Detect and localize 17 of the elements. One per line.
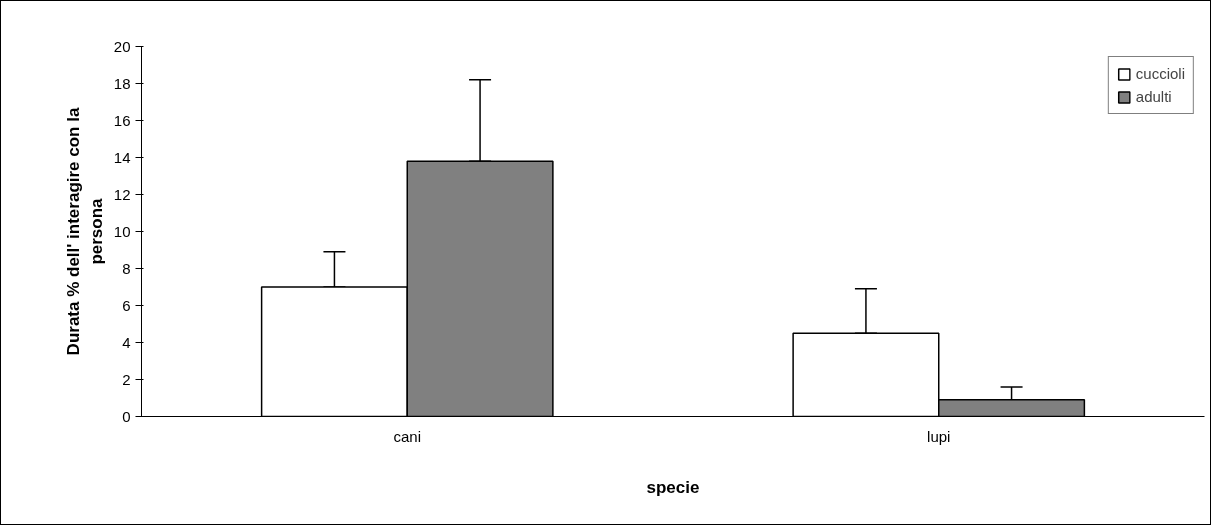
legend-label: adulti [1135,88,1172,105]
y-tick-label: 6 [122,296,131,314]
y-tick-label: 0 [122,407,131,425]
x-tick-label: cani [393,427,422,445]
y-tick-label: 20 [113,37,131,55]
x-axis-title: specie [646,477,700,497]
legend-label: cuccioli [1135,65,1185,82]
y-tick-label: 14 [113,148,131,166]
y-tick-label: 10 [113,222,131,240]
y-tick-label: 18 [113,74,131,92]
x-tick-label: lupi [927,427,951,445]
y-tick-label: 4 [122,333,131,351]
y-tick-label: 8 [122,259,131,277]
y-tick-label: 16 [113,111,131,129]
y-axis-title: Durata % dell' interagire con la persona [64,107,106,356]
y-tick-label: 2 [122,370,131,388]
y-tick-label: 12 [113,185,131,203]
